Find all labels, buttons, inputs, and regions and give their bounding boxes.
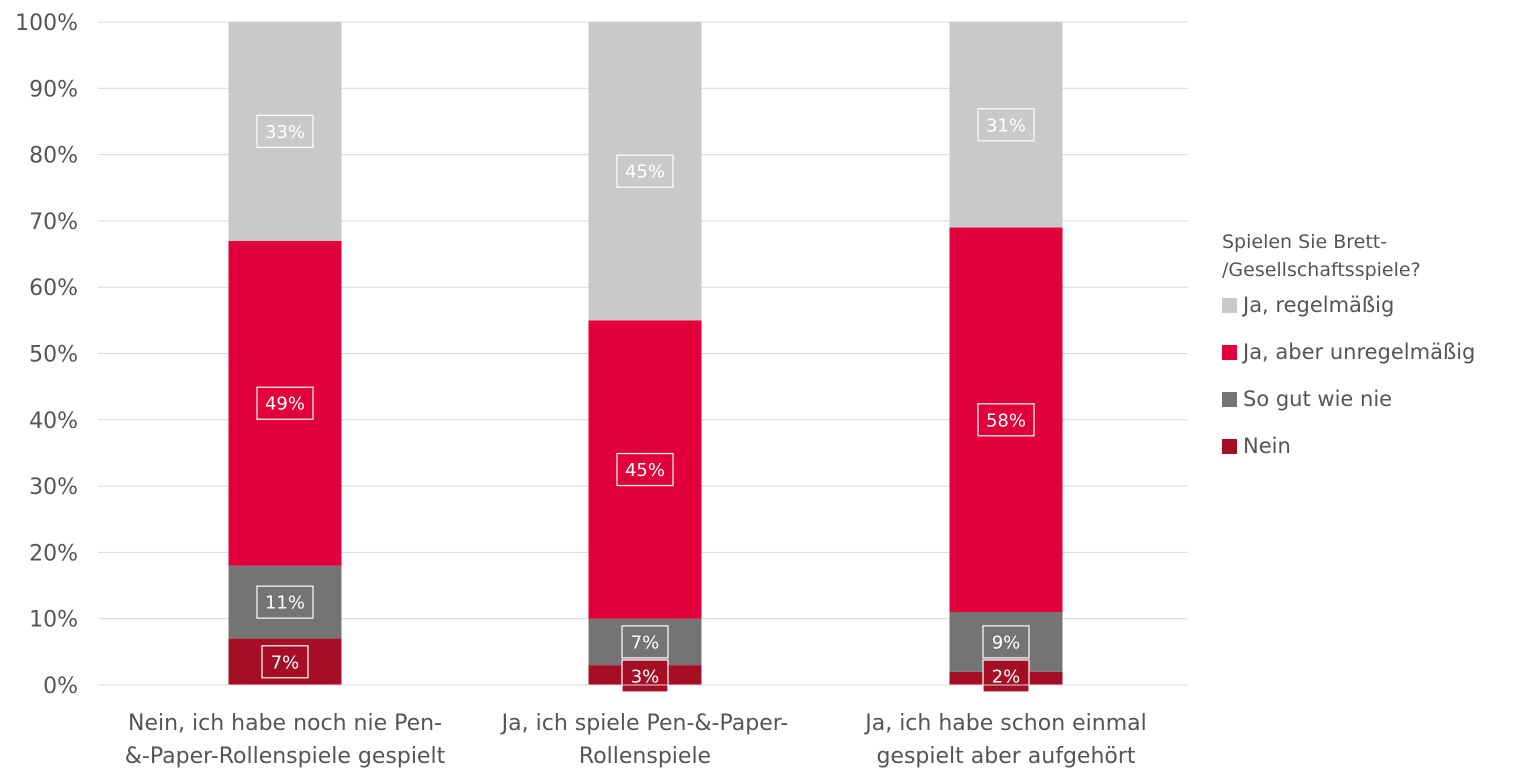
- x-category-label: Ja, ich habe schon einmal gespielt aber a…: [863, 711, 1147, 769]
- data-label-text: 31%: [986, 115, 1026, 136]
- legend-swatch: [1222, 391, 1237, 407]
- data-label: 2%: [982, 659, 1030, 693]
- legend-item: Nein: [1222, 433, 1475, 459]
- legend-title-line-2: /Gesellschaftsspiele?: [1222, 259, 1421, 281]
- data-label-text: 58%: [986, 410, 1026, 431]
- y-tick-label: 60%: [29, 276, 78, 301]
- data-label: 49%: [256, 386, 314, 420]
- data-label-box: [256, 386, 314, 420]
- bar-segment: [228, 22, 342, 241]
- bar-segment: [588, 22, 702, 321]
- data-label-text: 2%: [992, 667, 1021, 688]
- legend: Spielen Sie Brett- /Gesellschaftsspiele?…: [1222, 228, 1475, 480]
- data-label: 31%: [977, 108, 1035, 142]
- y-tick-label: 10%: [29, 608, 78, 633]
- data-labels: 7% 11% 49% 33% 3% 7% 45% 45% 2% 9% 58% 31%: [256, 108, 1035, 693]
- legend-swatch: [1222, 344, 1237, 360]
- data-label: 58%: [977, 403, 1035, 437]
- bars: [228, 22, 1063, 685]
- data-label-text: 7%: [271, 652, 300, 673]
- legend-swatch: [1222, 297, 1237, 313]
- y-tick-label: 70%: [29, 210, 78, 235]
- data-label-box: [616, 452, 674, 487]
- y-axis: 0% 10% 20% 30% 40% 50% 60% 70% 80% 90% 100%: [15, 11, 78, 699]
- data-label-box: [261, 645, 309, 679]
- data-label-text: 33%: [265, 122, 305, 143]
- bar-segment: [228, 240, 342, 566]
- data-label-box: [256, 585, 314, 619]
- legend-swatch: [1222, 438, 1237, 454]
- legend-title-line-1: Spielen Sie Brett-: [1222, 231, 1388, 253]
- legend-label: Ja, aber unregelmäßig: [1243, 340, 1476, 364]
- data-label-box: [982, 659, 1030, 693]
- data-label-text: 3%: [631, 667, 660, 688]
- data-label: 11%: [256, 585, 314, 619]
- bar-segment: [588, 320, 702, 619]
- data-label-text: 9%: [992, 632, 1021, 653]
- data-label: 45%: [616, 154, 674, 188]
- data-label: 9%: [982, 625, 1030, 659]
- data-label-box: [977, 403, 1035, 437]
- data-label-text: 7%: [631, 632, 660, 653]
- x-category-label: Ja, ich spiele Pen-&-Paper-Rollenspiele: [500, 711, 789, 769]
- data-label-box: [256, 114, 314, 148]
- y-tick-label: 0%: [43, 674, 78, 699]
- bar-segment: [949, 227, 1063, 613]
- legend-item: Ja, aber unregelmäßig: [1222, 339, 1475, 365]
- x-axis: Nein, ich habe noch nie Pen-&-Paper-Roll…: [98, 684, 1188, 769]
- data-label: 7%: [621, 625, 669, 659]
- data-label: 33%: [256, 114, 314, 148]
- y-tick-label: 80%: [29, 144, 78, 169]
- data-label-box: [621, 659, 669, 693]
- data-label: 45%: [616, 452, 674, 487]
- legend-label: So gut wie nie: [1243, 387, 1393, 411]
- data-label-box: [616, 154, 674, 188]
- data-label: 3%: [621, 659, 669, 693]
- legend-label: Nein: [1243, 434, 1291, 458]
- data-label-text: 49%: [265, 394, 305, 415]
- y-tick-label: 40%: [29, 409, 78, 434]
- legend-items: Ja, regelmäßig Ja, aber unregelmäßig So gu…: [1222, 292, 1475, 459]
- y-tick-label: 90%: [29, 77, 78, 102]
- x-category-label: Nein, ich habe noch nie Pen-&-Paper-Roll…: [125, 711, 446, 769]
- y-tick-label: 30%: [29, 475, 78, 500]
- bar-segment: [228, 565, 342, 639]
- y-tick-label: 100%: [15, 11, 78, 36]
- legend-label: Ja, regelmäßig: [1243, 293, 1395, 317]
- bar-segment: [949, 22, 1063, 228]
- data-label-box: [977, 108, 1035, 142]
- legend-item: So gut wie nie: [1222, 386, 1475, 412]
- data-label-text: 11%: [265, 593, 305, 614]
- legend-item: Ja, regelmäßig: [1222, 292, 1475, 318]
- data-label-box: [621, 625, 669, 659]
- y-tick-label: 50%: [29, 343, 78, 368]
- legend-title: Spielen Sie Brett- /Gesellschaftsspiele?: [1222, 228, 1475, 284]
- data-label-box: [982, 625, 1030, 659]
- data-label-text: 45%: [625, 460, 665, 481]
- data-label-text: 45%: [625, 162, 665, 183]
- data-label: 7%: [261, 645, 309, 679]
- y-tick-label: 20%: [29, 541, 78, 566]
